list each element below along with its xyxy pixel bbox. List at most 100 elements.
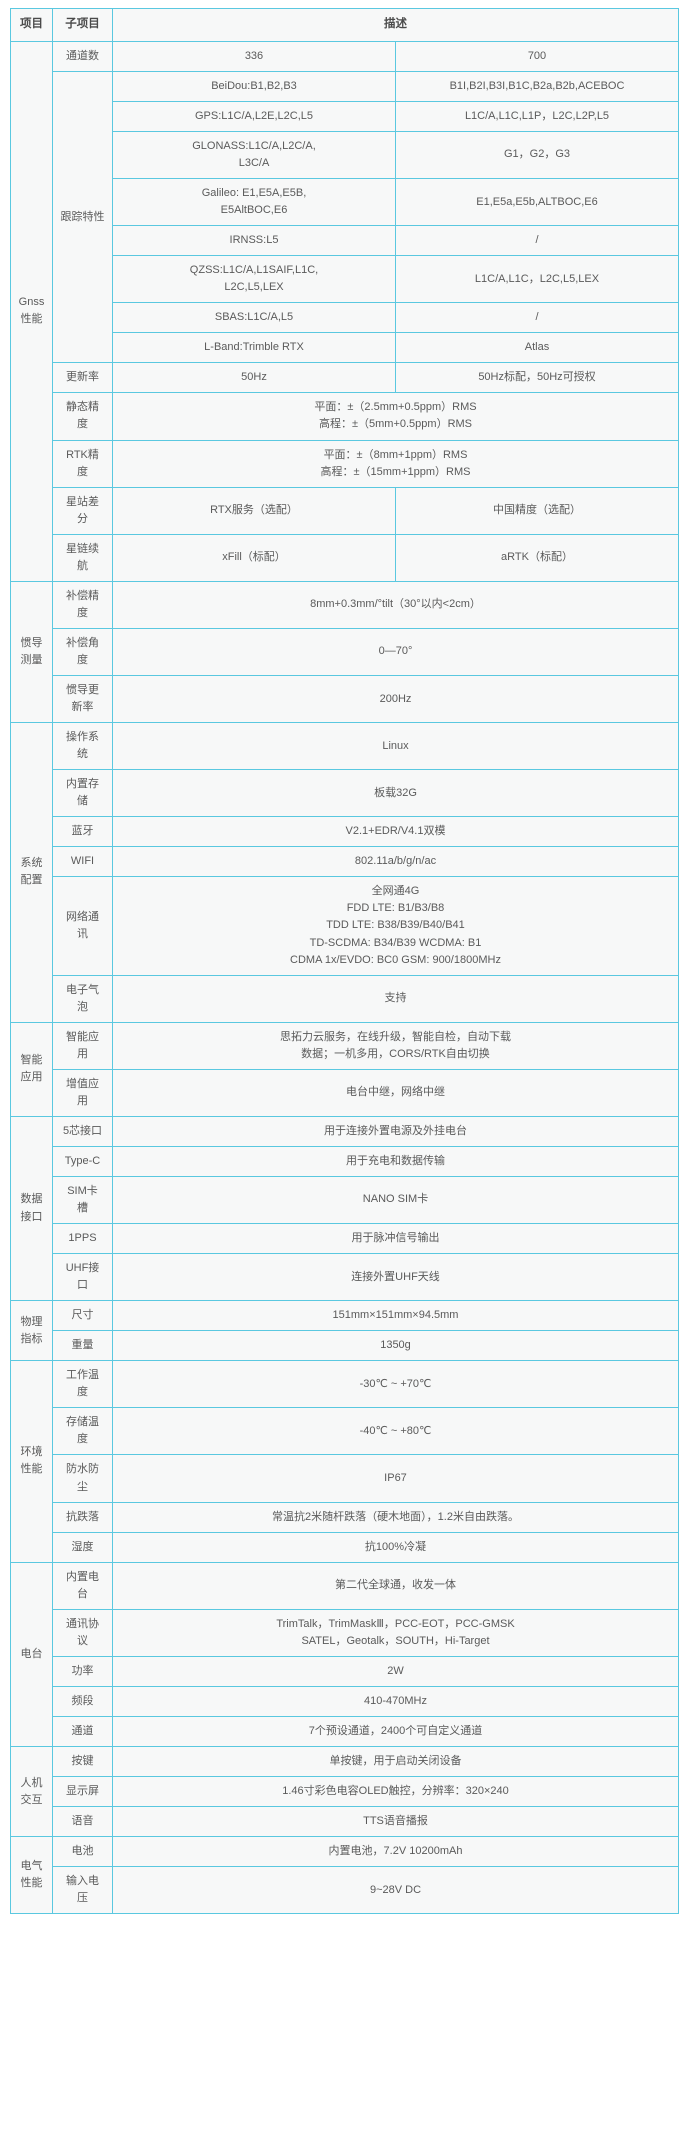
subitem-cell-internal-radio: 内置电 台 [52, 1561, 113, 1610]
subitem-cell-imu-update-rate: 惯导更 新率 [52, 674, 113, 724]
value-left-satellite-continuity: xFill（标配） [112, 533, 396, 582]
value-cell-humidity: 抗100%冷凝 [112, 1531, 679, 1563]
value-right-tracking-sbas: / [395, 302, 679, 334]
subitem-cell-internal-storage: 内置存 储 [52, 769, 113, 818]
table-row: 惯导 测量 补偿精 度 8mm+0.3mm/°tilt（30°以内<2cm） [10, 580, 679, 724]
value-cell-imu-update-rate: 200Hz [112, 674, 679, 724]
table-row: 内置存 储板载32G [11, 769, 679, 818]
value-right-tracking-glonass: G1，G2，G3 [395, 130, 679, 180]
subitem-cell-tracking-beidou: 跟踪特性 [52, 70, 113, 364]
table-row: 惯导更 新率 200Hz [11, 674, 679, 724]
value-cell-wifi: 802.11a/b/g/n/ac [112, 846, 679, 878]
value-cell-frequency-band: 410-470MHz [112, 1685, 679, 1717]
value-cell-display: 1.46寸彩色电容OLED触控，分辨率：320×240 [112, 1776, 679, 1808]
subitem-cell-radio-protocols: 通讯协 议 [52, 1608, 113, 1657]
table-row: 防水防 尘 IP67 [11, 1454, 679, 1503]
table-row: 增值应 用电台中继，网络中继 [11, 1068, 679, 1117]
value-cell-radio-power: 2W [112, 1655, 679, 1687]
subitem-cell-display: 显示屏 [52, 1776, 113, 1808]
value-cell-button: 单按键，用于启动关闭设备 [112, 1745, 679, 1778]
table-row: 系统 配置 操作系 统 Linux [10, 722, 679, 1023]
table-row: Gnss 性能 通道数 336 700 [10, 40, 679, 582]
value-cell-dimensions: 151mm×151mm×94.5mm [112, 1300, 679, 1332]
value-right-update-rate: 50Hz标配，50Hz可授权 [395, 362, 679, 394]
subitem-cell-battery: 电池 [52, 1836, 113, 1868]
spec-table-container: 项目 子项目 描述 Gnss 性能 通道数 336 700 跟踪特性 BeiDou:B1,… [10, 8, 679, 1915]
value-cell-network-communication: 全网通4G FDD LTE: B1/B3/B8 TDD LTE: B38/B39… [112, 876, 679, 976]
value-left-tracking-gps: GPS:L1C/A,L2E,L2C,L5 [112, 100, 396, 132]
value-cell-compensation-angle: 0—70° [112, 627, 679, 676]
category-cell-smart-applications: 智能 应用 [10, 1021, 53, 1117]
subitem-cell-dimensions: 尺寸 [52, 1300, 113, 1332]
subitem-cell-sim-slot: SIM卡 槽 [52, 1175, 113, 1225]
table-row: GLONASS:L1C/A,L2C/A, L3C/A G1，G2，G3 [11, 130, 679, 180]
value-cell-type-c-port: 用于充电和数据传输 [112, 1145, 679, 1177]
subitem-cell-operating-system: 操作系 统 [52, 722, 113, 771]
subitem-cell-one-pps: 1PPS [52, 1223, 113, 1255]
value-cell-radio-protocols: TrimTalk，TrimMaskⅢ，PCC-EOT，PCC-GMSK SATE… [112, 1608, 679, 1657]
subitem-cell-drop-resistance: 抗跌落 [52, 1501, 113, 1533]
table-row: 显示屏 1.46寸彩色电容OLED触控，分辨率：320×240 [11, 1776, 679, 1808]
subitem-cell-smart-app: 智能应 用 [52, 1021, 113, 1070]
category-cell-electrical: 电气 性能 [10, 1836, 53, 1915]
value-cell-sim-slot: NANO SIM卡 [112, 1175, 679, 1225]
category-cell-hmi: 人机 交互 [10, 1745, 53, 1838]
subitem-cell-frequency-band: 频段 [52, 1685, 113, 1717]
table-row: 智能 应用 智能应 用思拓力云服务，在线升级，智能自检，自动下载 数据；一机多用，… [10, 1021, 679, 1117]
value-cell-static-accuracy: 平面：±（2.5mm+0.5ppm）RMS 高程：±（5mm+0.5ppm）RM… [112, 392, 679, 441]
table-row: SIM卡 槽 NANO SIM卡 [11, 1175, 679, 1225]
subitem-cell-bluetooth: 蓝牙 [52, 816, 113, 848]
table-row: Type-C 用于充电和数据传输 [11, 1145, 679, 1177]
category-cell-imu: 惯导 测量 [10, 580, 53, 724]
value-left-tracking-beidou: BeiDou:B1,B2,B3 [112, 70, 396, 102]
subitem-cell-rtk-accuracy: RTK精 度 [52, 439, 113, 488]
category-cell-system-config: 系统 配置 [10, 722, 53, 1023]
value-cell-input-voltage: 9~28V DC [112, 1866, 679, 1915]
header-subitem: 子项目 [52, 8, 113, 42]
subitem-cell-satellite-differential: 星站差 分 [52, 486, 113, 535]
subitem-cell-five-pin-port: 5芯接口 [52, 1115, 113, 1147]
value-left-tracking-glonass: GLONASS:L1C/A,L2C/A, L3C/A [112, 130, 396, 180]
table-row: 电气 性能 电池 内置电池，7.2V 10200mAh [10, 1836, 679, 1915]
subitem-cell-storage-temperature: 存储温 度 [52, 1407, 113, 1456]
table-header: 项目 子项目 描述 [10, 8, 679, 42]
value-cell-radio-channels: 7个预设通道，2400个可自定义通道 [112, 1715, 679, 1748]
table-row: 重量 1350g [11, 1330, 679, 1362]
value-left-satellite-differential: RTX服务（选配） [112, 486, 396, 535]
value-cell-electronic-bubble: 支持 [112, 974, 679, 1023]
value-cell-operating-temperature: -30℃ ~ +70℃ [112, 1360, 679, 1409]
subitem-cell-uhf-port: UHF接 口 [52, 1253, 113, 1302]
table-row: QZSS:L1C/A,L1SAIF,L1C, L2C,L5,LEX L1C/A,L… [11, 255, 679, 304]
table-row: 跟踪特性 BeiDou:B1,B2,B3 B1I,B2I,B3I,B1C,B2a,B… [11, 70, 679, 364]
product-specification-table: 项目 子项目 描述 Gnss 性能 通道数 336 700 跟踪特性 BeiDou:B1,… [10, 8, 679, 1915]
table-row: Galileo: E1,E5A,E5B, E5AltBOC,E6 E1,E5a,E… [11, 178, 679, 227]
subitem-cell-update-rate: 更新率 [52, 362, 113, 394]
table-row: 1PPS 用于脉冲信号输出 [11, 1223, 679, 1255]
value-cell-battery: 内置电池，7.2V 10200mAh [112, 1836, 679, 1868]
value-right-tracking-beidou: B1I,B2I,B3I,B1C,B2a,B2b,ACEBOC [395, 70, 679, 102]
value-right-satellite-continuity: aRTK（标配） [395, 533, 679, 582]
value-right-tracking-qzss: L1C/A,L1C，L2C,L5,LEX [395, 255, 679, 304]
table-row: 存储温 度 -40℃ ~ +80℃ [11, 1407, 679, 1456]
value-cell-five-pin-port: 用于连接外置电源及外挂电台 [112, 1115, 679, 1147]
value-left-tracking-lband: L-Band:Trimble RTX [112, 332, 396, 364]
table-row: 补偿角 度 0—70° [11, 627, 679, 676]
value-left-tracking-qzss: QZSS:L1C/A,L1SAIF,L1C, L2C,L5,LEX [112, 255, 396, 304]
subitem-cell-value-added-app: 增值应 用 [52, 1068, 113, 1117]
table-row: RTK精 度平面：±（8mm+1ppm）RMS 高程：±（15mm+1ppm）R… [11, 439, 679, 488]
value-cell-compensation-accuracy: 8mm+0.3mm/°tilt（30°以内<2cm） [112, 580, 679, 629]
table-row: 静态精 度平面：±（2.5mm+0.5ppm）RMS 高程：±（5mm+0.5p… [11, 392, 679, 441]
subitem-cell-ingress-protection: 防水防 尘 [52, 1454, 113, 1503]
value-cell-uhf-port: 连接外置UHF天线 [112, 1253, 679, 1302]
subitem-cell-compensation-accuracy: 补偿精 度 [52, 580, 113, 629]
subitem-cell-humidity: 湿度 [52, 1531, 113, 1563]
table-row: 星链续 航 xFill（标配） aRTK（标配） [11, 533, 679, 582]
table-row: 更新率 50Hz 50Hz标配，50Hz可授权 [11, 362, 679, 394]
table-row: 湿度 抗100%冷凝 [11, 1531, 679, 1563]
subitem-cell-input-voltage: 输入电 压 [52, 1866, 113, 1915]
category-cell-radio: 电台 [10, 1561, 53, 1748]
subitem-cell-electronic-bubble: 电子气 泡 [52, 974, 113, 1023]
value-left-channels: 336 [112, 40, 396, 72]
subitem-cell-radio-power: 功率 [52, 1655, 113, 1687]
subitem-cell-button: 按键 [52, 1745, 113, 1778]
